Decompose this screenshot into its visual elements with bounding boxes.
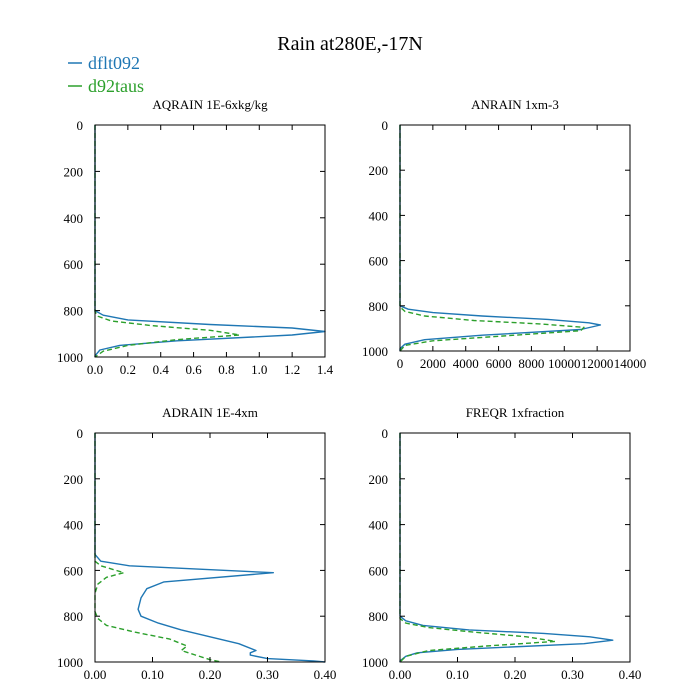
y-tick-label: 200 bbox=[369, 472, 389, 487]
y-tick-label: 0 bbox=[382, 118, 389, 133]
plot-frame bbox=[94, 432, 326, 663]
figure-title: Rain at280E,-17N bbox=[277, 33, 423, 55]
y-tick-label: 400 bbox=[64, 518, 84, 533]
panel-3: ADRAIN 1E-4xm 0.00 0.10 0.20 0.30 0.40 0 200 400… bbox=[57, 405, 336, 682]
y-tick-label: 800 bbox=[369, 609, 389, 624]
panel-title: ADRAIN 1E-4xm bbox=[162, 405, 258, 420]
y-tick-label: 800 bbox=[64, 304, 84, 319]
y-tick-label: 200 bbox=[64, 472, 84, 487]
x-tick-label: 10000 bbox=[548, 356, 581, 371]
x-tick-label: 0.00 bbox=[84, 667, 107, 682]
y-tick-label: 0 bbox=[382, 426, 389, 441]
legend: dflt092 d92taus bbox=[68, 53, 144, 96]
x-tick-label: 0.10 bbox=[141, 667, 164, 682]
plot-frame bbox=[399, 124, 631, 352]
series-group bbox=[94, 125, 326, 358]
series-line-d92taus bbox=[94, 125, 241, 358]
y-tick-label: 1000 bbox=[362, 655, 388, 670]
panels: AQRAIN 1E-6xkg/kg 0.0 0.2 0.4 0.6 0.8 1.0 1.2 1.… bbox=[57, 97, 646, 682]
y-tick-label: 600 bbox=[369, 254, 389, 269]
plot-frame bbox=[94, 124, 326, 358]
x-tick-label: 0.10 bbox=[446, 667, 469, 682]
panel-2: ANRAIN 1xm-30 2000 4000 6000 8000 10000 12000 1… bbox=[362, 97, 646, 371]
x-tick-label: 1.0 bbox=[251, 362, 267, 377]
y-tick-label: 400 bbox=[369, 208, 389, 223]
y-tick-label: 600 bbox=[64, 257, 84, 272]
panel-1: AQRAIN 1E-6xkg/kg 0.0 0.2 0.4 0.6 0.8 1.0 1.2 1.… bbox=[57, 97, 334, 377]
y-tick-label: 600 bbox=[64, 563, 84, 578]
y-tick-label: 400 bbox=[64, 211, 84, 226]
y-tick-label: 800 bbox=[369, 299, 389, 314]
x-tick-label: 0.40 bbox=[314, 667, 337, 682]
y-tick-label: 1000 bbox=[57, 655, 83, 670]
series-group bbox=[399, 125, 602, 352]
plot-frame bbox=[399, 432, 631, 663]
y-tick-label: 1000 bbox=[362, 344, 388, 359]
y-tick-label: 800 bbox=[64, 609, 84, 624]
panel-4: FREQR 1xfraction 0.00 0.10 0.20 0.30 0.40 0 200… bbox=[362, 405, 641, 682]
series-line-dflt092 bbox=[399, 125, 602, 351]
x-tick-label: 0.40 bbox=[619, 667, 642, 682]
x-tick-label: 0.30 bbox=[256, 667, 279, 682]
series-group bbox=[399, 433, 614, 663]
x-tick-label: 0.4 bbox=[153, 362, 170, 377]
panel-title: AQRAIN 1E-6xkg/kg bbox=[152, 97, 268, 112]
x-tick-label: 6000 bbox=[486, 356, 512, 371]
series-line-d92taus bbox=[94, 433, 222, 663]
y-tick-label: 0 bbox=[77, 426, 84, 441]
y-tick-label: 1000 bbox=[57, 350, 83, 365]
x-tick-label: 0.00 bbox=[389, 667, 412, 682]
y-tick-label: 600 bbox=[369, 563, 389, 578]
x-tick-label: 1.2 bbox=[284, 362, 300, 377]
x-tick-label: 0.8 bbox=[218, 362, 234, 377]
x-tick-label: 0.20 bbox=[199, 667, 222, 682]
panel-title: ANRAIN 1xm-3 bbox=[471, 97, 559, 112]
x-tick-label: 1.4 bbox=[317, 362, 334, 377]
series-line-d92taus bbox=[399, 433, 556, 663]
series-line-dflt092 bbox=[94, 433, 326, 663]
y-tick-label: 200 bbox=[64, 164, 84, 179]
y-tick-label: 0 bbox=[77, 118, 84, 133]
x-tick-label: 8000 bbox=[518, 356, 544, 371]
series-line-d92taus bbox=[399, 125, 585, 352]
x-tick-label: 2000 bbox=[420, 356, 446, 371]
x-tick-label: 0.20 bbox=[504, 667, 527, 682]
x-tick-label: 14000 bbox=[614, 356, 647, 371]
series-line-dflt092 bbox=[94, 125, 326, 357]
x-tick-label: 0 bbox=[397, 356, 404, 371]
y-tick-label: 400 bbox=[369, 518, 389, 533]
x-tick-label: 0.30 bbox=[561, 667, 584, 682]
x-tick-label: 0.6 bbox=[185, 362, 202, 377]
series-group bbox=[94, 433, 326, 663]
legend-label-dflt092: dflt092 bbox=[88, 53, 140, 73]
x-tick-label: 0.0 bbox=[87, 362, 103, 377]
x-tick-label: 0.2 bbox=[120, 362, 136, 377]
x-tick-label: 12000 bbox=[581, 356, 614, 371]
y-tick-label: 200 bbox=[369, 163, 389, 178]
legend-label-d92taus: d92taus bbox=[88, 76, 144, 96]
panel-title: FREQR 1xfraction bbox=[466, 405, 565, 420]
x-tick-label: 4000 bbox=[453, 356, 479, 371]
